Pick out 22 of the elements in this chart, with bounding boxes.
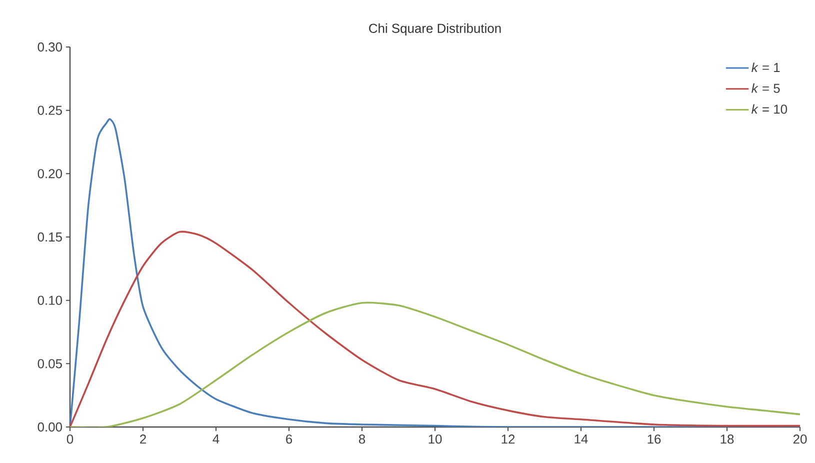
- legend-label: k = 5: [752, 83, 780, 93]
- y-tick-label: 0.10: [38, 296, 62, 305]
- x-tick-label: 4: [212, 434, 220, 444]
- y-tick-label: 0.25: [38, 106, 62, 115]
- legend-label: k = 10: [752, 104, 788, 114]
- y-tick-label: 0.30: [38, 42, 62, 52]
- x-tick-label: 2: [140, 434, 146, 444]
- x-tick-label: 20: [793, 434, 807, 444]
- y-tick-label: 0.20: [38, 169, 62, 178]
- x-tick-label: 10: [428, 434, 442, 444]
- x-tick-label: 16: [648, 434, 661, 444]
- x-tick-label: 6: [286, 434, 292, 444]
- legend-label: k = 1: [752, 62, 780, 72]
- x-tick-label: 8: [358, 434, 366, 444]
- y-tick-label: 0.00: [38, 422, 62, 432]
- x-tick-label: 18: [720, 434, 734, 444]
- y-tick-label: 0.05: [38, 359, 62, 368]
- x-tick-label: 12: [502, 434, 515, 444]
- x-tick-label: 14: [574, 434, 588, 444]
- y-tick-label: 0.15: [38, 232, 62, 242]
- x-tick-label: 0: [66, 434, 74, 444]
- chart-title: Chi Square Distribution: [369, 23, 501, 36]
